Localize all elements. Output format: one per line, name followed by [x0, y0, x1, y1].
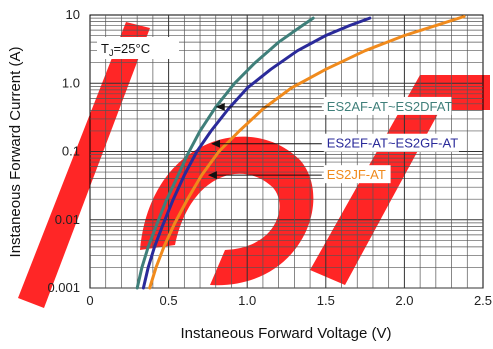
x-tick-label: 2.0 — [395, 293, 413, 308]
x-tick-label: 0 — [86, 293, 93, 308]
series-line-1 — [141, 16, 372, 290]
callout-label-bg — [323, 133, 459, 152]
x-tick-label: 0.5 — [160, 293, 178, 308]
temp-value: =25°C — [113, 41, 150, 56]
x-tick-label: 1.0 — [238, 293, 256, 308]
x-tick-label: 2.5 — [474, 293, 492, 308]
svg-text:TJ=25°C: TJ=25°C — [101, 41, 150, 58]
y-tick-label: 10 — [66, 7, 80, 22]
series-label-2: ES2JF-AT — [327, 167, 386, 182]
callout-arrowhead — [215, 102, 225, 111]
callout-label-bg — [323, 96, 452, 115]
y-tick-label: 0.001 — [47, 280, 80, 295]
x-tick-label: 1.5 — [317, 293, 335, 308]
series-lines — [135, 15, 466, 290]
temp-symbol: T — [101, 41, 109, 56]
series-label-0: ES2AF-AT~ES2DFAT — [327, 99, 453, 114]
callout-arrowhead — [211, 139, 221, 148]
y-tick-label: 0.1 — [62, 144, 80, 159]
y-axis-title: Instaneous Forward Current (A) — [7, 47, 24, 258]
series-line-2 — [148, 15, 466, 290]
temp-subscript: J — [109, 48, 114, 58]
series-callouts: ES2AF-AT~ES2DFAT ES2EF-AT~ES2GF-AT ES2JF-A… — [207, 96, 459, 184]
y-tick-label: 0.01 — [55, 212, 80, 227]
callout-arrowhead — [207, 171, 217, 180]
series-line-0 — [135, 16, 315, 290]
tick-labels: 0 0.5 1.0 1.5 2.0 2.5 0.001 0.01 0.1 1.0 10 — [47, 7, 492, 308]
callout-label-bg — [323, 165, 391, 184]
temperature-annotation: TJ=25°C — [97, 37, 179, 59]
x-axis-title: Instaneous Forward Voltage (V) — [181, 325, 392, 342]
series-label-1: ES2EF-AT~ES2GF-AT — [327, 136, 458, 151]
y-tick-label: 1.0 — [62, 75, 80, 90]
